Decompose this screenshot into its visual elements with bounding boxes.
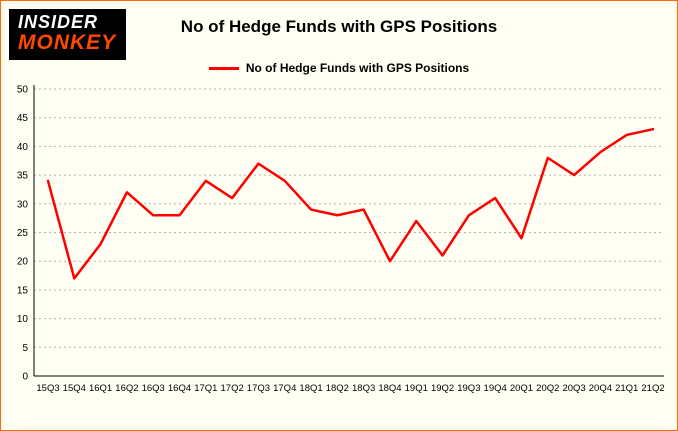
chart-legend: No of Hedge Funds with GPS Positions (1, 61, 677, 75)
y-tick-label: 35 (17, 171, 29, 182)
series-line-gps (46, 127, 655, 280)
x-tick-label: 20Q1 (510, 383, 533, 394)
x-tick-label: 20Q2 (536, 383, 559, 394)
chart-title: No of Hedge Funds with GPS Positions (180, 17, 498, 36)
x-axis-labels: 15Q3 15Q4 16Q1 16Q2 16Q3 16Q4 17Q1 17Q2 17Q3 17Q4… (36, 383, 664, 394)
x-tick-label: 19Q1 (405, 383, 428, 394)
x-tick-label: 17Q4 (273, 383, 296, 394)
x-tick-label: 19Q3 (457, 383, 480, 394)
x-tick-label: 16Q2 (115, 383, 138, 394)
y-tick-label: 40 (17, 142, 29, 153)
x-tick-label: 16Q4 (168, 383, 191, 394)
logo-text-insider: INSIDER (18, 12, 99, 32)
x-tick-label: 16Q3 (142, 383, 165, 394)
x-tick-label: 18Q4 (378, 383, 401, 394)
x-tick-label: 16Q1 (89, 383, 112, 394)
axis-lines (33, 85, 664, 377)
legend-line-swatch (208, 66, 239, 70)
y-gridlines (34, 88, 664, 348)
x-tick-label: 21Q1 (615, 383, 638, 394)
logo-text-monkey: MONKEY (18, 30, 117, 54)
insider-monkey-logo: INSIDER MONKEY (9, 9, 127, 60)
line-chart: 0 5 10 15 20 25 30 35 40 45 50 15Q3 15Q4 16Q1 16Q2 16Q3… (17, 85, 665, 395)
x-tick-label: 17Q3 (247, 383, 270, 394)
x-tick-label: 18Q1 (299, 383, 322, 394)
x-tick-label: 15Q3 (36, 383, 59, 394)
y-tick-label: 25 (17, 228, 29, 239)
y-axis-labels: 0 5 10 15 20 25 30 35 40 45 50 (17, 85, 29, 383)
y-tick-label: 20 (17, 257, 29, 268)
y-tick-label: 5 (22, 343, 28, 354)
x-tick-label: 20Q4 (589, 383, 612, 394)
x-tick-label: 19Q4 (484, 383, 507, 394)
x-tick-label: 19Q2 (431, 383, 454, 394)
y-tick-label: 15 (17, 285, 29, 296)
y-tick-label: 10 (17, 314, 29, 325)
x-tick-label: 18Q2 (326, 383, 349, 394)
x-tick-label: 15Q4 (63, 383, 86, 394)
x-tick-label: 17Q1 (194, 383, 217, 394)
x-tick-label: 17Q2 (221, 383, 244, 394)
x-tick-label: 20Q3 (562, 383, 585, 394)
legend-label: No of Hedge Funds with GPS Positions (245, 61, 470, 75)
y-tick-label: 30 (17, 199, 29, 210)
x-tick-label: 18Q3 (352, 383, 375, 394)
y-tick-label: 50 (17, 85, 29, 96)
y-tick-label: 45 (17, 113, 29, 124)
y-tick-label: 0 (22, 372, 28, 383)
x-tick-label: 21Q2 (641, 383, 664, 394)
